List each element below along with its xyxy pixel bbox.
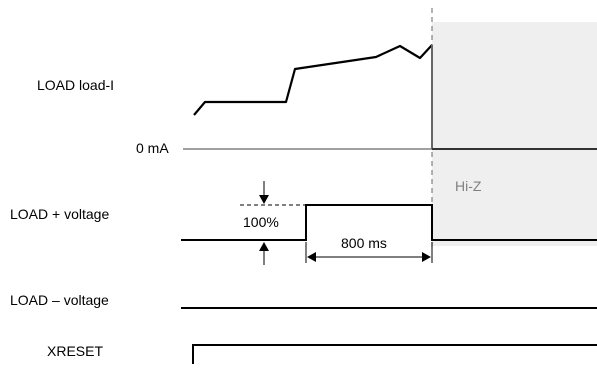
zero-ma-label: 0 mA [136,140,169,156]
duration-arrow-left-head [307,252,316,262]
load-current-label: LOAD load-I [37,77,114,93]
xreset-label: XRESET [47,343,103,359]
step-arrow-top-head [259,195,269,204]
step-arrow-bottom-head [259,242,269,251]
load-plus-voltage-trace [181,204,597,241]
pulse-duration-label: 800 ms [341,235,387,251]
xreset-trace [192,344,597,364]
load-current-trace [193,44,433,116]
load-plus-voltage-label: LOAD + voltage [10,206,109,222]
hi-z-label: Hi-Z [455,178,482,194]
step-percent-label: 100% [243,214,279,230]
duration-arrow-right-head [422,252,431,262]
hi-z-region [432,22,597,246]
load-minus-voltage-label: LOAD – voltage [10,292,109,308]
